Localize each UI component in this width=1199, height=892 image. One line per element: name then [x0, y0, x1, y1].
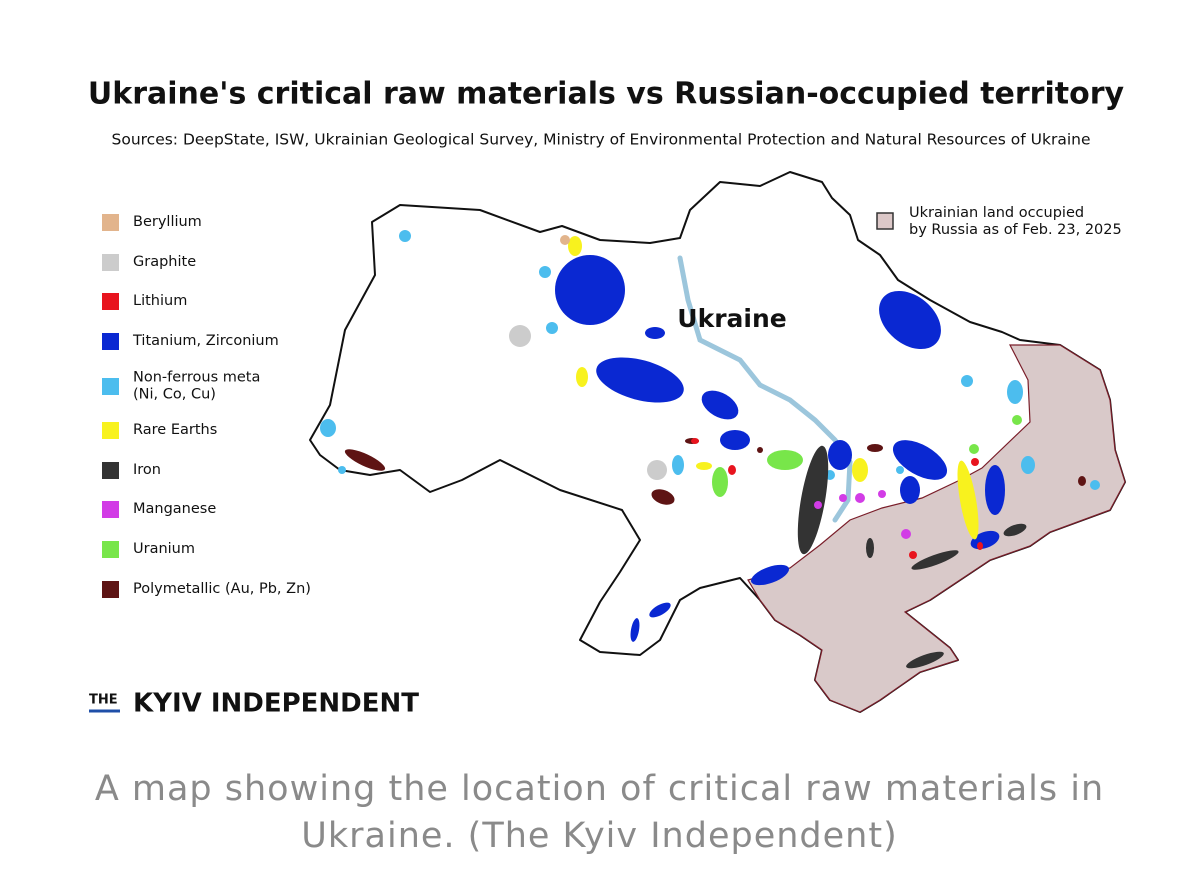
legend-swatch — [102, 333, 119, 350]
deposit — [757, 447, 763, 453]
legend-label: (Ni, Co, Cu) — [133, 387, 216, 403]
deposit — [1007, 380, 1023, 404]
deposit — [866, 538, 874, 558]
deposit — [651, 489, 675, 505]
deposit — [896, 466, 904, 474]
deposit — [814, 501, 822, 509]
legend-swatch — [102, 462, 119, 479]
deposit — [338, 466, 346, 474]
deposit — [878, 490, 886, 498]
deposit — [911, 550, 959, 570]
occupied-area — [747, 344, 1126, 713]
deposit — [961, 375, 973, 387]
ukraine-outline — [309, 171, 1126, 713]
logo-prefix: THE — [89, 693, 118, 708]
deposit — [957, 460, 979, 540]
deposit — [672, 455, 684, 475]
deposit — [568, 236, 582, 256]
legend-swatch — [102, 254, 119, 271]
deposit — [879, 290, 941, 350]
legend-label: by Russia as of Feb. 23, 2025 — [909, 222, 1122, 238]
deposit — [696, 462, 712, 470]
legend-swatch — [102, 581, 119, 598]
deposit — [852, 458, 868, 482]
deposit — [712, 467, 728, 497]
caption: A map showing the location of critical r… — [94, 769, 1105, 856]
legend-label: Polymetallic (Au, Pb, Zn) — [133, 581, 311, 597]
deposit — [576, 367, 588, 387]
deposit — [1003, 523, 1027, 537]
legend-label: Titanium, Zirconium — [132, 333, 279, 349]
deposit — [728, 465, 736, 475]
logo-name: KYIV INDEPENDENT — [133, 689, 419, 719]
deposit — [596, 357, 684, 403]
deposit — [645, 327, 665, 339]
legend-label: Lithium — [133, 293, 187, 309]
deposit — [555, 255, 625, 325]
deposit — [901, 529, 911, 539]
deposit — [691, 438, 699, 444]
deposit — [828, 440, 852, 470]
deposit — [539, 266, 551, 278]
deposit — [630, 618, 640, 642]
deposit — [1021, 456, 1035, 474]
deposit — [320, 419, 336, 437]
deposit — [649, 602, 671, 618]
map: Ukraine — [309, 171, 1126, 713]
legend-swatch — [102, 501, 119, 518]
legend-label: Manganese — [133, 501, 216, 517]
deposit — [971, 458, 979, 466]
deposit — [720, 430, 750, 450]
legend: Beryllium Graphite Lithium Titanium, Zircon… — [102, 214, 311, 598]
legend-label: Iron — [133, 462, 161, 478]
deposit — [1078, 476, 1086, 486]
deposit — [969, 444, 979, 454]
legend-label: Rare Earths — [133, 422, 217, 438]
deposit — [560, 235, 570, 245]
legend-swatch — [102, 378, 119, 395]
deposit — [867, 444, 883, 452]
deposit — [892, 440, 948, 480]
river — [677, 255, 853, 523]
deposit — [855, 493, 865, 503]
deposit — [509, 325, 531, 347]
deposit — [797, 445, 829, 555]
title: Ukraine's critical raw materials vs Russ… — [88, 77, 1125, 112]
deposit — [399, 230, 411, 242]
deposit — [906, 651, 944, 669]
deposit — [1012, 415, 1022, 425]
deposit — [900, 476, 920, 504]
deposit — [909, 551, 917, 559]
legend-label: Non-ferrous meta — [133, 370, 260, 386]
deposit — [977, 542, 983, 550]
deposit — [985, 465, 1005, 515]
map-figure: Ukraine's critical raw materials vs Russ… — [88, 77, 1126, 719]
legend-swatch — [102, 214, 119, 231]
deposit — [701, 390, 739, 420]
legend-label: Beryllium — [133, 214, 202, 230]
deposit — [344, 449, 386, 471]
legend-label: Ukrainian land occupied — [909, 205, 1084, 221]
legend-swatch — [102, 541, 119, 558]
legend-swatch — [102, 422, 119, 439]
deposit — [1090, 480, 1100, 490]
deposit — [839, 494, 847, 502]
legend-label: Uranium — [133, 541, 195, 557]
deposit — [767, 450, 803, 470]
deposit — [647, 460, 667, 480]
sources: Sources: DeepState, ISW, Ukrainian Geolo… — [112, 131, 1091, 149]
legend-swatch — [102, 293, 119, 310]
legend-label: Graphite — [133, 254, 196, 270]
map-label: Ukraine — [677, 304, 786, 333]
deposit — [546, 322, 558, 334]
legend-swatch — [876, 212, 894, 230]
deposit — [751, 564, 789, 586]
